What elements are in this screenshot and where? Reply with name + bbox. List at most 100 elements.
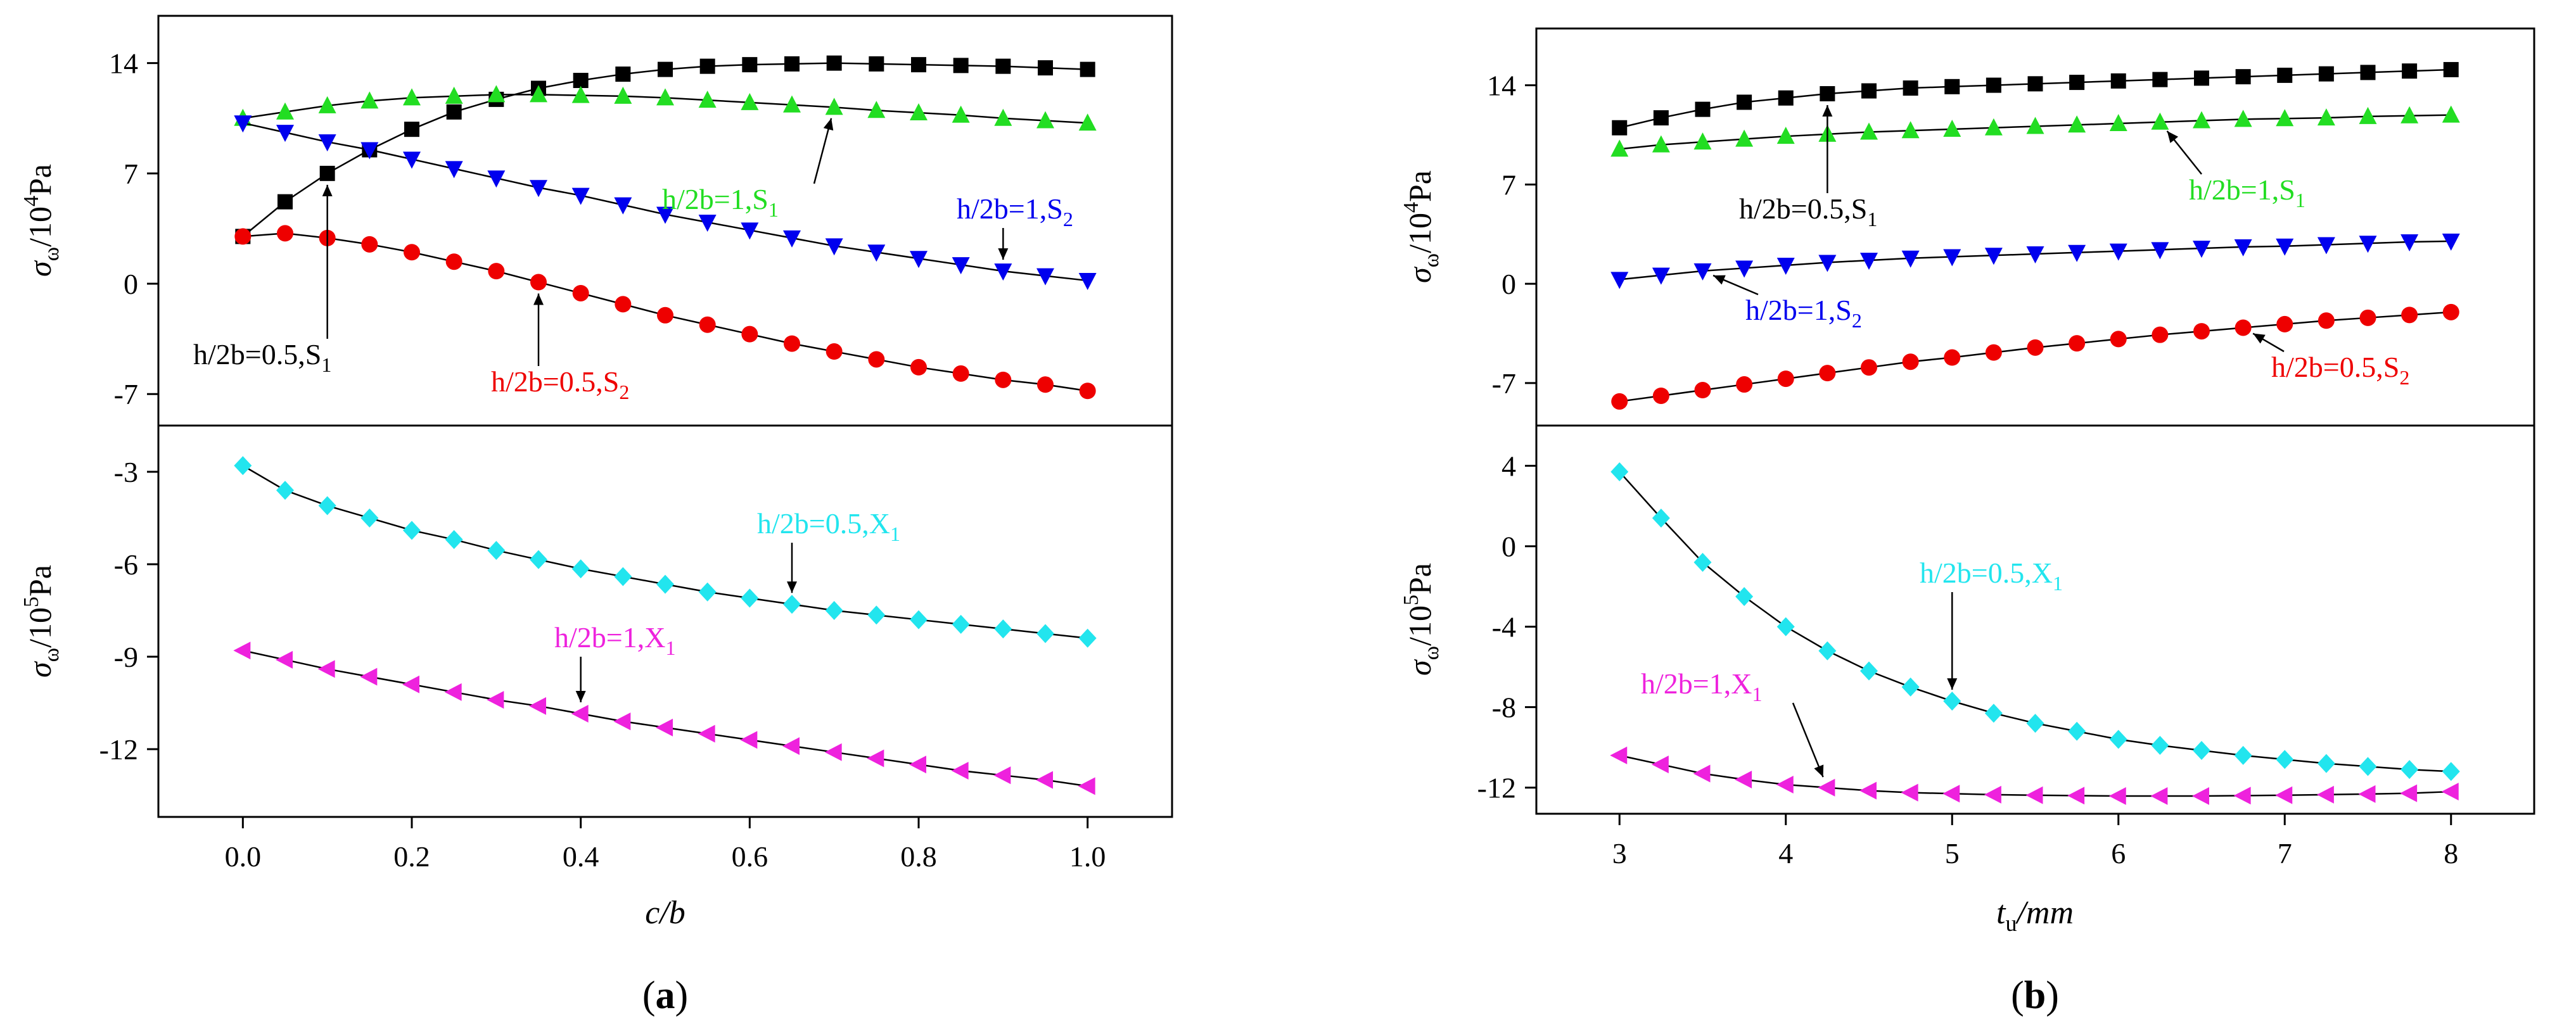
data-point	[2360, 65, 2376, 80]
data-point	[2402, 63, 2418, 79]
data-point	[2026, 246, 2044, 264]
chart-b-frame	[1535, 27, 2535, 815]
data-point	[2193, 740, 2210, 760]
data-point	[951, 762, 969, 780]
data-point	[2027, 339, 2044, 356]
data-point	[1695, 101, 1711, 117]
data-point	[698, 91, 717, 108]
data-point	[783, 95, 801, 113]
data-point	[1861, 359, 1877, 376]
data-point	[1818, 641, 1837, 661]
chart-b-bottom-ylabel: σω/105Pa	[1400, 563, 1443, 676]
data-point	[995, 371, 1012, 388]
data-point	[867, 244, 886, 262]
data-point	[2359, 757, 2377, 776]
data-point	[2442, 303, 2459, 320]
data-point	[2277, 67, 2293, 83]
data-point	[867, 749, 884, 768]
data-point	[1778, 90, 1794, 106]
data-point	[656, 206, 674, 224]
chart-a-panel-label: (a)	[642, 974, 688, 1017]
x-tick-label: 3	[1612, 837, 1627, 869]
data-point	[2276, 315, 2293, 332]
data-point	[952, 614, 970, 634]
chart-b: 14 7 0 -7 h/2b=0.5,S1 h/2b=1,S1 h/2b=1,S2 h/2b=…	[1400, 27, 2535, 1017]
data-point	[909, 755, 926, 774]
data-point	[2234, 110, 2252, 127]
data-point	[1736, 376, 1753, 393]
data-point	[2193, 241, 2210, 258]
data-point	[698, 724, 715, 743]
series-annotation: h/2b=1,S1	[662, 183, 779, 221]
data-point	[825, 600, 843, 620]
data-point	[2401, 234, 2419, 252]
data-point	[2068, 244, 2086, 262]
data-point	[2026, 714, 2044, 733]
data-point	[360, 508, 379, 528]
data-point	[869, 56, 884, 72]
data-point	[1612, 120, 1628, 136]
chart-a-bottom-panel: -3 -6 -9 -12 h/2b=0.5,X1 h/2b=1,X1	[99, 456, 1097, 795]
data-point	[2152, 72, 2168, 87]
series-annotation: h/2b=0.5,S1	[193, 338, 331, 376]
data-point	[1901, 783, 1918, 802]
data-point	[1735, 771, 1752, 789]
chart-a: 14 7 0 -7 h/2b=0.5,S1 h/2b=1,S1 h/2b=1,S2 h/2b=…	[20, 15, 1173, 1017]
data-point	[2442, 105, 2460, 123]
series-h/2b=0.5,S1	[1612, 61, 2459, 136]
data-point	[1078, 628, 1097, 648]
data-point	[1776, 617, 1795, 636]
annotation-arrow-head	[1947, 678, 1958, 690]
data-point	[1860, 661, 1878, 681]
data-point	[613, 712, 631, 731]
data-point	[1818, 255, 1837, 272]
data-point	[571, 704, 589, 723]
annotation-arrow-head	[998, 248, 1009, 260]
data-point	[1984, 118, 2003, 136]
series-h/2b=1,X1	[233, 642, 1095, 795]
data-point	[234, 456, 252, 476]
chart-a-xlabel: c/b	[645, 895, 685, 931]
data-point	[994, 619, 1012, 639]
chart-a-frame	[157, 15, 1173, 818]
series-h/2b=0.5,S2	[234, 225, 1096, 400]
data-point	[2193, 323, 2210, 340]
data-point	[1036, 268, 1054, 286]
data-point	[1943, 119, 1961, 137]
annotation-arrow-head	[1814, 764, 1824, 778]
x-tick-label: 6	[2111, 837, 2126, 869]
data-point	[824, 743, 842, 761]
data-point	[529, 697, 546, 715]
data-point	[784, 335, 800, 352]
series-annotation: h/2b=1,X1	[554, 621, 675, 659]
data-point	[2316, 785, 2334, 804]
data-point	[1038, 60, 1053, 76]
data-point	[825, 238, 843, 256]
data-point	[782, 737, 800, 755]
data-point	[1653, 110, 1669, 126]
data-point	[1943, 692, 1961, 711]
data-point	[487, 85, 506, 103]
data-point	[2441, 783, 2459, 801]
annotation-arrow-head	[787, 581, 797, 593]
data-point	[1037, 376, 1054, 393]
data-point	[784, 56, 800, 72]
data-point	[361, 236, 378, 253]
data-point	[1693, 263, 1712, 281]
data-point	[1694, 382, 1711, 399]
y-tick-label: 0	[1502, 531, 1516, 563]
data-point	[2108, 787, 2126, 806]
data-point	[404, 122, 419, 137]
y-tick-label: 4	[1502, 450, 1516, 483]
data-point	[910, 251, 928, 269]
data-point	[911, 57, 926, 73]
data-point	[234, 115, 252, 133]
data-point	[2150, 787, 2168, 806]
data-point	[614, 86, 632, 104]
data-point	[573, 73, 589, 89]
series-h/2b=0.5,S2	[1611, 303, 2459, 410]
series-h/2b=0.5,X1	[234, 456, 1097, 648]
y-tick-label: 0	[124, 268, 138, 300]
data-point	[276, 481, 294, 500]
